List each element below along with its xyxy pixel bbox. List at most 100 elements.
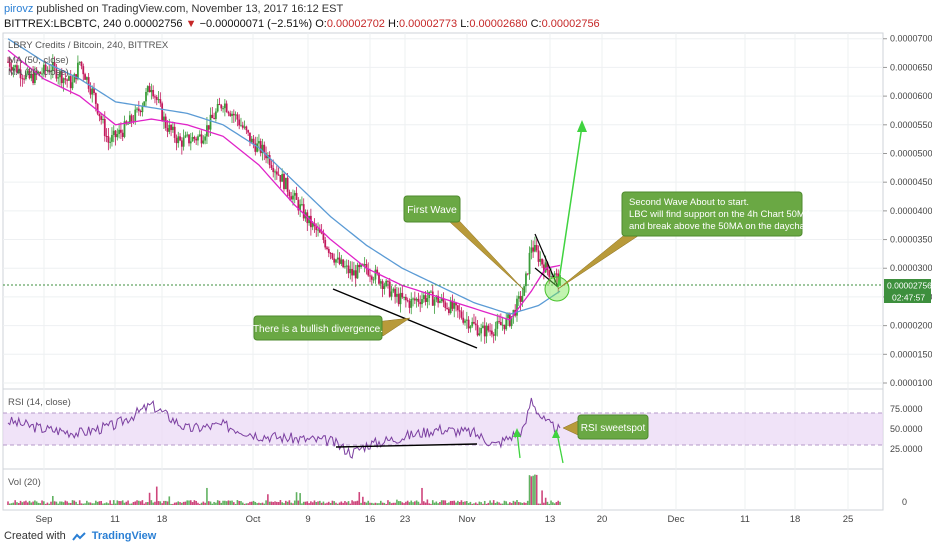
volume-bar <box>16 502 18 505</box>
volume-bar <box>229 500 232 505</box>
volume-bar <box>467 503 470 505</box>
tradingview-brand-link[interactable]: TradingView <box>91 530 157 542</box>
candlesticks <box>7 54 561 344</box>
volume-bar <box>220 502 223 505</box>
candle-body <box>494 328 497 336</box>
volume-bar <box>557 500 560 505</box>
volume-bar <box>267 494 269 505</box>
candle-body <box>551 276 554 278</box>
volume-bar <box>525 502 527 505</box>
projection-arrow-head-icon <box>577 120 587 132</box>
volume-tick-label: 0 <box>902 497 907 507</box>
candle-body <box>413 298 416 301</box>
volume-bar <box>354 501 357 505</box>
volume-axis[interactable]: 0 <box>902 497 907 507</box>
candle-body <box>223 103 226 109</box>
candle-body <box>107 136 110 143</box>
author-link[interactable]: pirovz <box>4 3 34 15</box>
volume-bar <box>125 501 128 505</box>
candle-body <box>383 286 386 289</box>
candle-body <box>451 300 454 309</box>
candle-body <box>258 141 260 144</box>
rsi-band <box>3 413 883 445</box>
volume-bar <box>41 500 43 505</box>
volume-bar <box>512 500 515 505</box>
candle-body <box>134 109 137 122</box>
candle-body <box>557 273 560 286</box>
candle-body <box>179 136 181 141</box>
candle-body <box>430 291 432 293</box>
candle-body <box>33 70 36 84</box>
candle-body <box>234 114 237 116</box>
candle-body <box>80 61 83 67</box>
candle-body <box>385 280 388 287</box>
volume-bar <box>209 501 212 505</box>
volume-bar <box>112 500 115 505</box>
candle-body <box>449 300 452 314</box>
candle-body <box>8 61 11 67</box>
volume-bar <box>93 503 95 505</box>
candle-body <box>41 73 43 75</box>
time-tick-label: 16 <box>365 514 376 525</box>
candle-body <box>227 112 230 114</box>
candle-body <box>541 258 543 265</box>
callout-pointer <box>439 212 525 291</box>
footer: Created with TradingView <box>4 530 156 542</box>
candle-body <box>344 266 346 268</box>
callout-box <box>403 195 461 223</box>
callout-text: There is a bullish divergence. <box>253 324 383 335</box>
callout-first-wave[interactable]: First Wave <box>403 195 525 291</box>
candle-body <box>231 113 233 117</box>
candle-body <box>352 270 355 276</box>
volume-bar <box>383 502 386 505</box>
callout-second-wave[interactable]: Second Wave About to start. LBC will fin… <box>557 191 813 290</box>
candle-body <box>379 281 382 284</box>
volume-bar <box>539 503 542 505</box>
volume-bar <box>421 487 423 505</box>
volume-bar <box>310 501 312 505</box>
volume-bar <box>544 497 547 505</box>
candle-body <box>145 91 147 102</box>
candle-body <box>288 191 291 197</box>
tradingview-logo-icon <box>71 531 86 541</box>
volume-bar <box>32 501 34 505</box>
volume-bar <box>528 475 531 505</box>
volume-bar <box>541 490 543 505</box>
candle-body <box>171 126 174 131</box>
callout-divergence[interactable]: There is a bullish divergence. <box>253 315 411 341</box>
volume-bar <box>234 503 237 505</box>
volume-bar <box>537 503 540 505</box>
candle-body <box>98 113 101 117</box>
candle-body <box>387 280 389 282</box>
volume-bar <box>482 503 484 505</box>
volume-bar <box>55 501 58 505</box>
volume-bar <box>141 500 144 505</box>
volume-bar <box>483 500 486 505</box>
volume-bar <box>179 502 181 505</box>
volume-bar <box>277 502 280 505</box>
candle-body <box>516 298 518 316</box>
candle-body <box>103 118 106 136</box>
rsi-axis[interactable]: 75.0000 50.0000 25.0000 <box>890 404 923 454</box>
volume-bar <box>109 500 111 505</box>
candle-body <box>537 250 540 262</box>
volume-bar <box>103 503 106 505</box>
volume-bar <box>148 492 151 505</box>
time-axis[interactable]: Sep 11 18 Oct 9 16 23 Nov 13 20 Dec 11 18 25 <box>36 514 854 525</box>
candle-body <box>417 298 420 303</box>
volume-bar <box>23 501 25 505</box>
volume-bar <box>351 500 353 505</box>
candle-body <box>202 140 205 144</box>
volume-bar <box>200 502 203 505</box>
candle-body <box>467 319 470 329</box>
candle-body <box>37 71 40 74</box>
callout-rsi-sweetspot[interactable]: RSI sweetspot <box>562 414 649 440</box>
volume-bar <box>372 503 375 505</box>
candle-body <box>311 222 314 228</box>
candle-body <box>148 86 151 93</box>
volume-bar <box>102 503 104 505</box>
candle-body <box>388 281 391 297</box>
